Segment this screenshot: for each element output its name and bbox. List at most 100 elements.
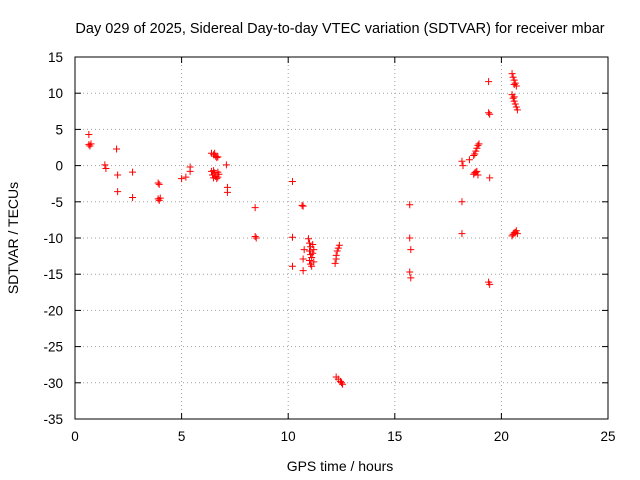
data-point: [508, 70, 516, 78]
data-point: [299, 255, 307, 263]
data-point: [407, 274, 415, 282]
data-point: [513, 230, 521, 238]
x-tick-label: 20: [494, 429, 509, 444]
data-points: [85, 70, 521, 388]
plot-frame: [74, 56, 609, 420]
data-point: [182, 173, 190, 181]
data-point: [178, 175, 186, 183]
x-tick-label: 25: [600, 429, 615, 444]
axis-ticks: 0 5 10 15 20 25 15 10 5 0 -5 -10 -15 -20 -25 -30 -35: [43, 50, 615, 444]
data-point: [511, 79, 519, 87]
data-point: [213, 175, 221, 183]
data-point: [306, 256, 314, 264]
data-point: [288, 233, 296, 241]
data-point: [486, 280, 494, 288]
data-point: [306, 239, 314, 247]
data-point: [304, 235, 312, 243]
data-point: [406, 234, 414, 242]
data-point: [334, 244, 342, 252]
data-point: [222, 161, 230, 169]
data-point: [473, 167, 481, 175]
data-point: [211, 149, 219, 157]
data-point: [102, 164, 110, 172]
data-point: [458, 157, 466, 165]
data-point: [471, 150, 479, 158]
data-point: [406, 268, 414, 276]
data-point: [335, 241, 343, 249]
data-point: [472, 147, 480, 155]
data-point: [186, 167, 194, 175]
y-tick-label: 15: [48, 50, 63, 65]
data-point: [299, 267, 307, 275]
data-point: [252, 234, 260, 242]
data-point: [101, 161, 109, 169]
data-point: [510, 81, 518, 89]
data-point: [223, 188, 231, 196]
data-point: [288, 262, 296, 270]
data-point: [309, 241, 317, 249]
data-point: [251, 204, 259, 212]
data-point: [512, 227, 520, 235]
data-point: [309, 249, 317, 257]
data-point: [215, 170, 223, 178]
y-tick-label: -15: [43, 267, 63, 282]
data-point: [310, 258, 318, 266]
data-point: [214, 153, 222, 161]
data-point: [474, 171, 482, 179]
data-point: [298, 201, 306, 209]
data-point: [332, 251, 340, 259]
data-point: [87, 140, 95, 148]
data-point: [512, 103, 520, 111]
y-tick-label: -10: [43, 231, 63, 246]
data-point: [331, 259, 339, 267]
data-point: [474, 141, 482, 149]
data-point: [213, 154, 221, 162]
data-point: [510, 93, 518, 101]
data-point: [465, 156, 473, 164]
data-point: [300, 246, 308, 254]
y-axis-label: SDTVAR / TECUs: [5, 182, 21, 294]
data-point: [458, 198, 466, 206]
data-point: [459, 162, 467, 170]
data-point: [299, 202, 307, 210]
data-point: [310, 246, 318, 254]
data-point: [155, 196, 163, 204]
data-point: [485, 109, 493, 117]
data-point: [154, 179, 162, 187]
data-point: [155, 180, 163, 188]
data-point: [129, 193, 137, 201]
data-point: [339, 380, 347, 388]
x-tick-label: 15: [387, 429, 402, 444]
y-tick-label: 10: [48, 86, 63, 101]
data-point: [509, 73, 517, 81]
x-axis-label: GPS time / hours: [287, 458, 394, 474]
y-tick-label: -35: [43, 412, 63, 427]
data-point: [470, 151, 478, 159]
data-point: [509, 94, 517, 102]
data-point: [214, 173, 222, 181]
data-point: [85, 130, 93, 138]
data-point: [211, 169, 219, 177]
grid: [75, 57, 608, 419]
data-point: [338, 379, 345, 387]
data-point: [511, 100, 519, 108]
data-point: [308, 262, 316, 270]
data-point: [407, 246, 415, 254]
data-point: [129, 168, 137, 176]
data-point: [113, 145, 121, 153]
chart-title: Day 029 of 2025, Sidereal Day-to-day VTE…: [75, 21, 604, 37]
data-point: [458, 230, 466, 238]
y-tick-label: 5: [55, 122, 63, 137]
data-point: [333, 247, 341, 255]
data-point: [406, 201, 414, 209]
data-point: [251, 233, 259, 241]
x-tick-label: 5: [178, 429, 186, 444]
data-point: [485, 78, 493, 86]
y-tick-label: -20: [43, 303, 63, 318]
data-point: [473, 144, 481, 152]
data-point: [486, 110, 494, 118]
x-tick-label: 10: [281, 429, 296, 444]
data-point: [475, 140, 483, 148]
data-point: [114, 171, 122, 179]
